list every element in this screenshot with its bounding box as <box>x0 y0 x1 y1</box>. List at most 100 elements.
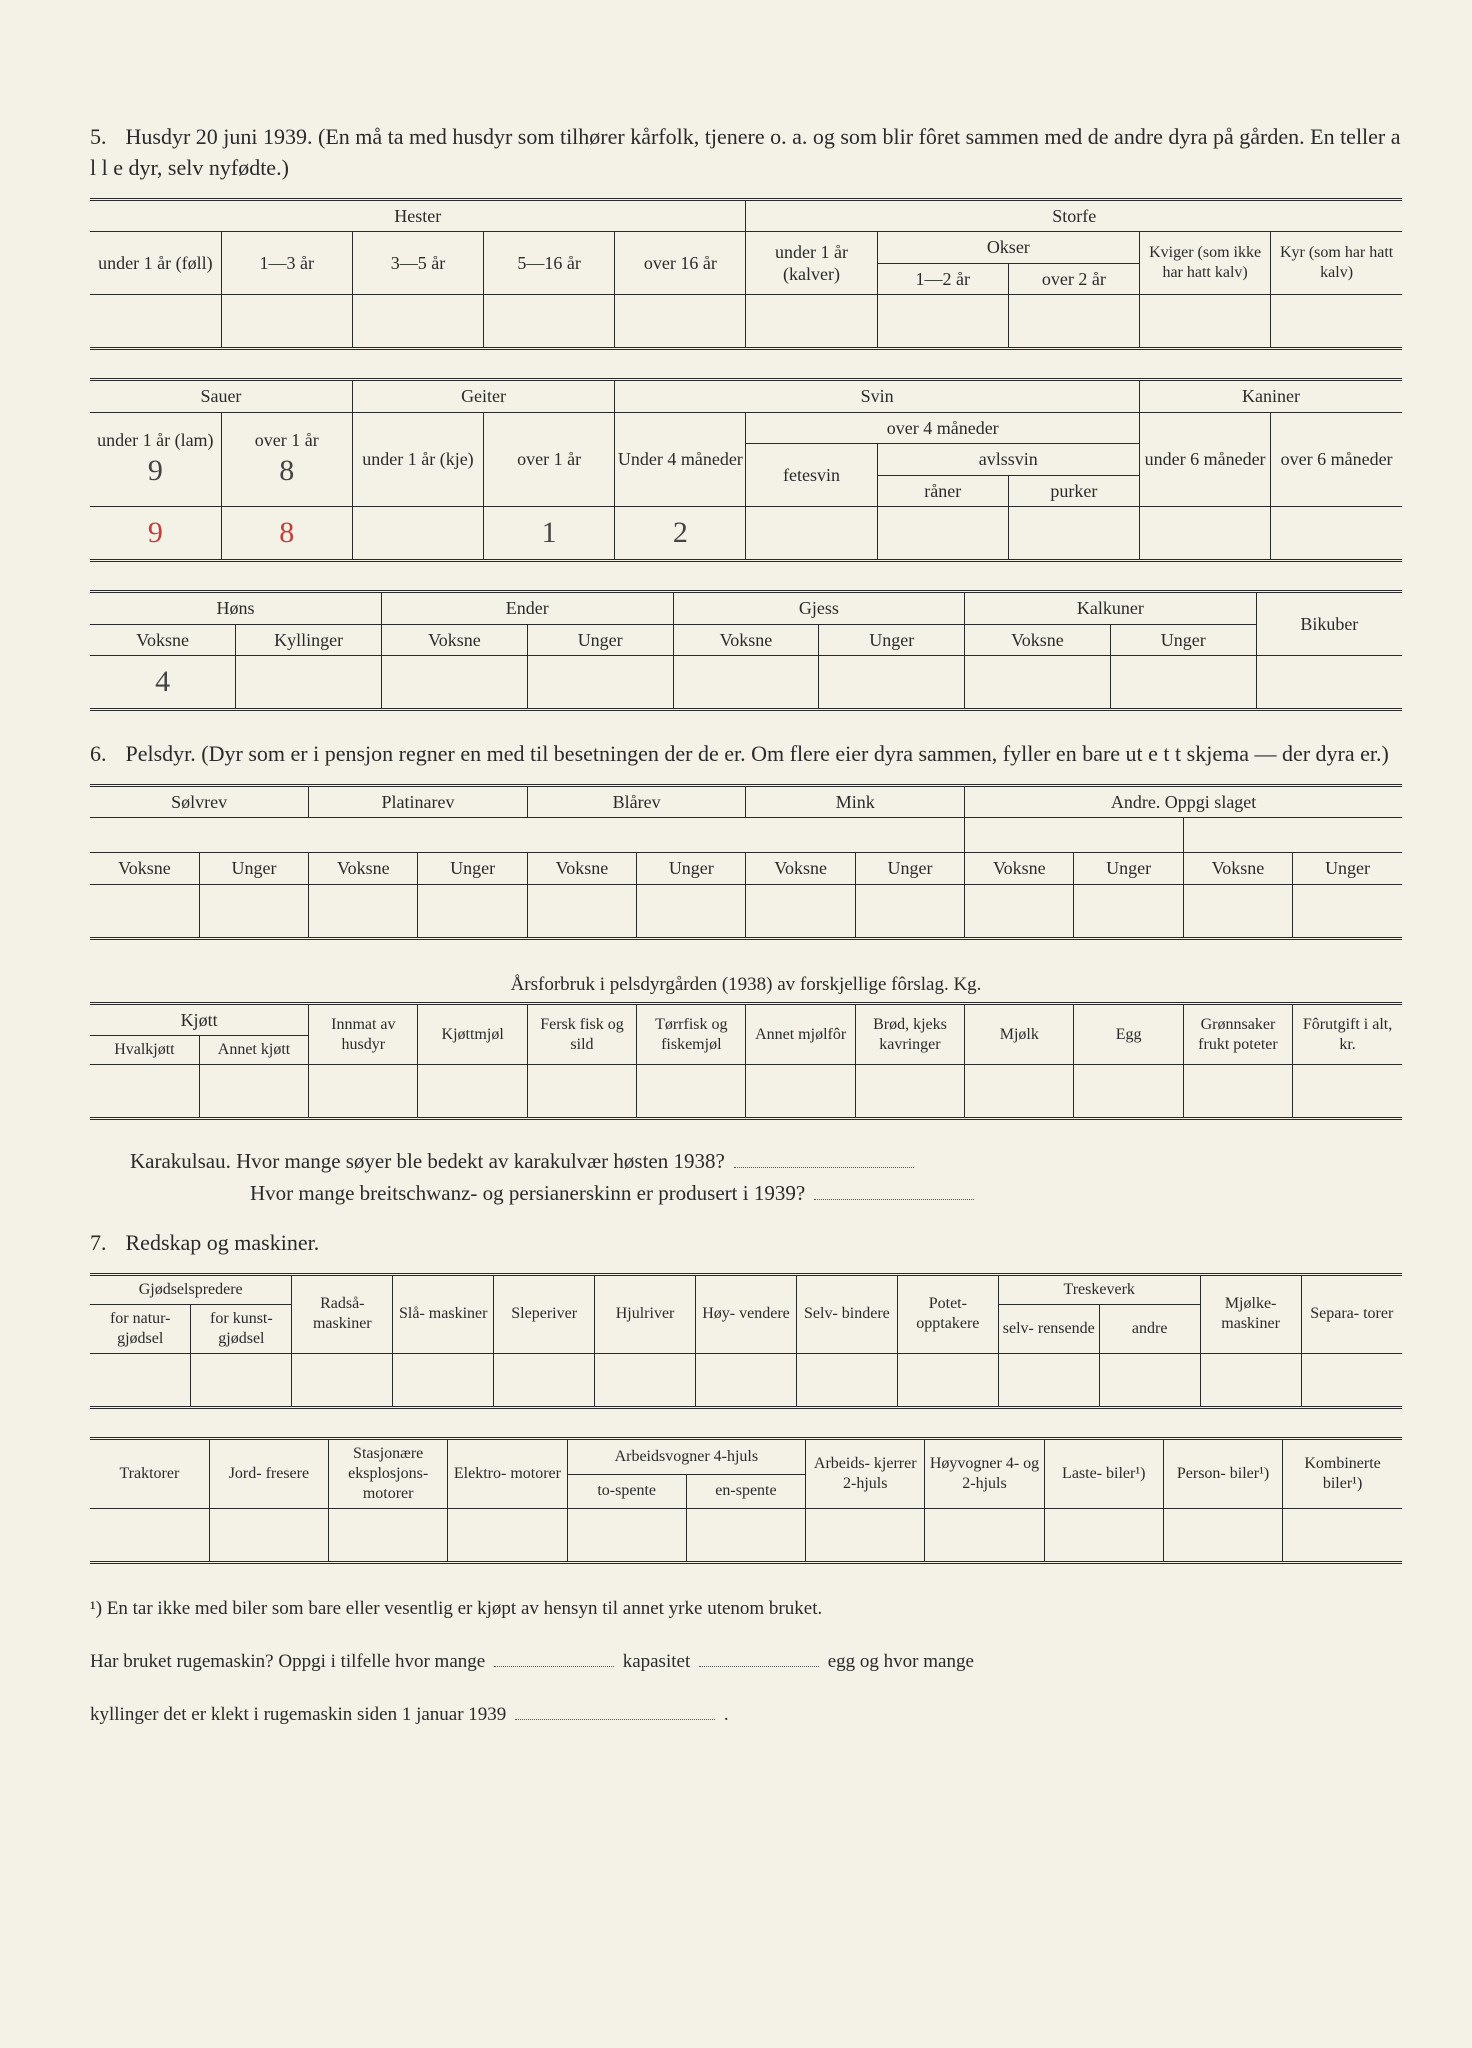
e5: Brød, kjeks kavringer <box>855 1003 964 1065</box>
d-g0: Sølvrev <box>90 785 309 818</box>
d-g3: Mink <box>746 785 965 818</box>
col-hest-2: 3—5 år <box>352 232 483 295</box>
ender-voksne: Voksne <box>382 624 528 656</box>
svin-under4: Under 4 måneder <box>615 412 746 507</box>
section6-heading: 6. Pelsdyr. (Dyr som er i pensjon regner… <box>90 739 1402 770</box>
kanin-1: over 6 måneder <box>1271 412 1402 507</box>
hester-title: Hester <box>90 199 746 232</box>
arb1: en-spente <box>686 1474 805 1508</box>
g3: Elektro- motorer <box>448 1438 567 1508</box>
d-g2: Blårev <box>527 785 746 818</box>
karakul-line2: Hvor mange breitschwanz- og persianerski… <box>90 1180 1402 1206</box>
e3: Tørrfisk og fiskemjøl <box>637 1003 746 1065</box>
d-sub1: Unger <box>199 853 308 885</box>
section7-heading: 7. Redskap og maskiner. <box>90 1228 1402 1259</box>
col-kyr: Kyr (som har hatt kalv) <box>1271 232 1402 295</box>
gjess-voksne: Voksne <box>673 624 819 656</box>
g1: Jord- fresere <box>209 1438 328 1508</box>
okser-title: Okser <box>877 232 1139 264</box>
storfe-title: Storfe <box>746 199 1402 232</box>
gjodsel-title: Gjødselspredere <box>90 1274 292 1304</box>
gt3: Person- biler¹) <box>1163 1438 1282 1508</box>
hons-kyllinger: Kyllinger <box>236 624 382 656</box>
e4: Annet mjølfôr <box>746 1003 855 1065</box>
f2: Sleperiver <box>494 1274 595 1353</box>
sau-1: over 1 år 8 <box>221 412 352 507</box>
kalkuner-unger: Unger <box>1110 624 1256 656</box>
section6-body: Pelsdyr. (Dyr som er i pensjon regner en… <box>126 741 1389 766</box>
e6: Mjølk <box>965 1003 1074 1065</box>
hons-voksne: Voksne <box>90 624 236 656</box>
col-hest-4: over 16 år <box>615 232 746 295</box>
f5: Selv- bindere <box>796 1274 897 1353</box>
svin-title: Svin <box>615 380 1140 413</box>
sauer-title: Sauer <box>90 380 352 413</box>
col-kviger: Kviger (som ikke har hatt kalv) <box>1140 232 1271 295</box>
table-redskap-1: Gjødselspredere Radså- maskiner Slå- mas… <box>90 1273 1402 1409</box>
arb-title: Arbeidsvogner 4-hjuls <box>567 1438 806 1474</box>
col-okser-0: 1—2 år <box>877 263 1008 295</box>
geit-1: over 1 år <box>484 412 615 507</box>
g0: Traktorer <box>90 1438 209 1508</box>
table-hester-storfe: Hester Storfe under 1 år (føll) 1—3 år 3… <box>90 198 1402 351</box>
f6: Potet- opptakere <box>897 1274 998 1353</box>
gt1: Høyvogner 4- og 2-hjuls <box>925 1438 1044 1508</box>
fetesvin: fetesvin <box>746 444 877 507</box>
svin-under4-val: 2 <box>615 507 746 561</box>
tr0: selv- rensende <box>998 1304 1099 1353</box>
sau-lam-val: 9 <box>90 507 221 561</box>
table-e-title: Årsforbruk i pelsdyrgården (1938) av for… <box>90 968 1402 1002</box>
d-andre: Andre. Oppgi slaget <box>965 785 1402 818</box>
footnote-q1: Har bruket rugemaskin? Oppgi i tilfelle … <box>90 1645 1402 1679</box>
gt2: Laste- biler¹) <box>1044 1438 1163 1508</box>
table-pelsdyr: Sølvrev Platinarev Blårev Mink Andre. Op… <box>90 784 1402 940</box>
avlssvin-title: avlssvin <box>877 444 1139 476</box>
col-hest-3: 5—16 år <box>484 232 615 295</box>
section7-body: Redskap og maskiner. <box>126 1230 320 1255</box>
section7-num: 7. <box>90 1228 120 1259</box>
ft1: Separa- torer <box>1301 1274 1402 1353</box>
col-okser-1: over 2 år <box>1008 263 1139 295</box>
section5-heading: 5. Husdyr 20 juni 1939. (En må ta med hu… <box>90 122 1402 184</box>
f4: Høy- vendere <box>696 1274 797 1353</box>
f1: Slå- maskiner <box>393 1274 494 1353</box>
kalkuner-title: Kalkuner <box>965 592 1257 625</box>
hvalkjott: Hvalkjøtt <box>90 1036 199 1065</box>
gjess-unger: Unger <box>819 624 965 656</box>
geit-over1-val: 1 <box>484 507 615 561</box>
bikuber-title: Bikuber <box>1256 592 1402 656</box>
tresk-title: Treskeverk <box>998 1274 1200 1304</box>
e7: Egg <box>1074 1003 1183 1065</box>
kanin-0: under 6 måneder <box>1140 412 1271 507</box>
e0: Innmat av husdyr <box>309 1003 418 1065</box>
ender-title: Ender <box>382 592 674 625</box>
d-sub0: Voksne <box>90 853 199 885</box>
geit-0: under 1 år (kje) <box>352 412 483 507</box>
svin-over4: over 4 måneder <box>746 412 1140 444</box>
hons-voksne-val: 4 <box>90 656 236 710</box>
ft0: Mjølke- maskiner <box>1200 1274 1301 1353</box>
col-hest-0: under 1 år (føll) <box>90 232 221 295</box>
raner: råner <box>877 475 1008 507</box>
section5-body: Husdyr 20 juni 1939. (En må ta med husdy… <box>90 124 1401 180</box>
sau-0: under 1 år (lam) 9 <box>90 412 221 507</box>
purker: purker <box>1008 475 1139 507</box>
gj0: for natur- gjødsel <box>90 1304 191 1353</box>
gt4: Kombinerte biler¹) <box>1283 1438 1402 1508</box>
section5-num: 5. <box>90 122 120 153</box>
table-forbruk: Kjøtt Innmat av husdyr Kjøttmjøl Fersk f… <box>90 1002 1402 1121</box>
tr1: andre <box>1099 1304 1200 1353</box>
gjess-title: Gjess <box>673 592 965 625</box>
annetkjott: Annet kjøtt <box>199 1036 308 1065</box>
gj1: for kunst- gjødsel <box>191 1304 292 1353</box>
col-kalver: under 1 år (kalver) <box>746 232 877 295</box>
f0: Radså- maskiner <box>292 1274 393 1353</box>
ender-unger: Unger <box>527 624 673 656</box>
e9: Fôrutgift i alt, kr. <box>1293 1003 1402 1065</box>
g2: Stasjonære eksplosjons- motorer <box>329 1438 448 1508</box>
table-redskap-2: Traktorer Jord- fresere Stasjonære ekspl… <box>90 1437 1402 1564</box>
arb0: to-spente <box>567 1474 686 1508</box>
table-sauer-etc: Sauer Geiter Svin Kaniner under 1 år (la… <box>90 378 1402 562</box>
footnote-1: ¹) En tar ikke med biler som bare eller … <box>90 1592 1402 1626</box>
kalkuner-voksne: Voksne <box>965 624 1111 656</box>
